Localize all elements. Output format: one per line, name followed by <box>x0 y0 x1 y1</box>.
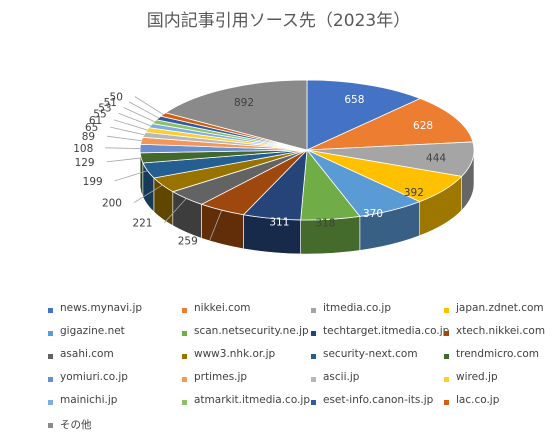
data-label-eset-info.canon-its.jp: 51 <box>104 97 117 109</box>
legend-swatch <box>48 354 53 359</box>
legend-label: xtech.nikkei.com <box>456 325 546 337</box>
data-label-yomiuri.co.jp: 108 <box>73 143 93 155</box>
data-label-security-next.com: 199 <box>83 176 103 188</box>
leader-line <box>118 113 151 126</box>
leader-line <box>134 96 164 115</box>
data-label-ascii.jp: 65 <box>85 122 98 134</box>
legend-label: security-next.com <box>323 348 418 360</box>
data-label-gigazine.net: 370 <box>363 208 383 220</box>
legend-label: mainichi.jp <box>60 394 118 406</box>
legend-swatch <box>444 377 449 382</box>
legend-swatch <box>444 308 449 313</box>
legend-label: prtimes.jp <box>194 371 248 383</box>
data-label-lac.co.jp: 50 <box>110 92 123 104</box>
legend-label: その他 <box>60 419 92 431</box>
data-label-その他: 892 <box>234 97 254 109</box>
pie-chart: 6586284443923703183112592212001991291088… <box>73 79 475 255</box>
pie-slice-nikkei.com <box>306 98 474 151</box>
leader-line <box>128 101 159 119</box>
legend-swatch <box>182 308 187 313</box>
leader-line <box>106 157 142 163</box>
data-label-japan.zdnet.com: 392 <box>404 187 424 199</box>
legend-label: eset-info.canon-its.jp <box>323 394 434 406</box>
data-label-nikkei.com: 628 <box>413 120 433 132</box>
data-label-asahi.com: 221 <box>132 218 152 230</box>
data-label-wired.jp: 61 <box>89 115 102 127</box>
data-label-atmarkit.itmedia.co.jp: 53 <box>98 102 111 114</box>
legend-swatch <box>444 331 449 336</box>
legend-swatch <box>48 331 53 336</box>
legend-swatch <box>48 377 53 382</box>
pie-slice-news.mynavi.jp <box>306 79 422 151</box>
legend-label: trendmicro.com <box>456 348 539 360</box>
legend-label: japan.zdnet.com <box>456 302 544 314</box>
legend-label: asahi.com <box>60 348 114 360</box>
legend-label: wired.jp <box>456 371 498 383</box>
legend-swatch <box>311 400 316 405</box>
legend-swatch <box>311 354 316 359</box>
leader-line <box>209 210 223 241</box>
legend-label: scan.netsecurity.ne.jp <box>194 325 309 337</box>
legend-label: atmarkit.itmedia.co.jp <box>194 394 310 406</box>
legend-swatch <box>182 331 187 336</box>
legend-swatch <box>48 308 53 313</box>
leader-line <box>114 119 148 131</box>
leader-line <box>123 107 155 122</box>
data-label-mainichi.jp: 55 <box>93 108 106 120</box>
leader-line <box>114 170 148 182</box>
legend-swatch <box>444 400 449 405</box>
legend-label: techtarget.itmedia.co.jp <box>323 325 450 337</box>
legend-label: news.mynavi.jp <box>60 302 143 314</box>
legend-swatch <box>311 331 316 336</box>
leader-line <box>133 184 163 203</box>
legend-swatch <box>182 400 187 405</box>
leader-line <box>107 135 142 142</box>
legend-label: www3.nhk.or.jp <box>194 348 276 360</box>
legend-label: yomiuri.co.jp <box>60 371 128 383</box>
legend-swatch <box>311 377 316 382</box>
data-label-scan.netsecurity.ne.jp: 318 <box>315 218 335 230</box>
legend-label: lac.co.jp <box>456 394 500 406</box>
leader-line <box>110 126 145 136</box>
legend-swatch <box>182 377 187 382</box>
legend-swatch <box>311 308 316 313</box>
data-label-xtech.nikkei.com: 259 <box>178 235 198 247</box>
leader-line <box>164 198 187 223</box>
legend-swatch <box>182 354 187 359</box>
data-label-prtimes.jp: 89 <box>82 131 95 143</box>
legend-swatch <box>444 354 449 359</box>
legend-label: ascii.jp <box>323 371 360 383</box>
leader-line <box>105 147 141 149</box>
data-label-www3.nhk.or.jp: 200 <box>102 198 122 210</box>
data-label-itmedia.co.jp: 444 <box>426 152 446 164</box>
legend-label: nikkei.com <box>194 302 251 314</box>
data-label-trendmicro.com: 129 <box>75 157 95 169</box>
legend-swatch <box>48 423 53 428</box>
legend-label: itmedia.co.jp <box>323 302 392 314</box>
data-label-news.mynavi.jp: 658 <box>344 94 364 106</box>
pie-slice-その他 <box>164 79 308 151</box>
chart-title: 国内記事引用ソース先（2023年） <box>146 11 411 31</box>
data-label-techtarget.itmedia.co.jp: 311 <box>269 217 289 229</box>
legend-label: gigazine.net <box>60 325 125 337</box>
legend-swatch <box>48 400 53 405</box>
